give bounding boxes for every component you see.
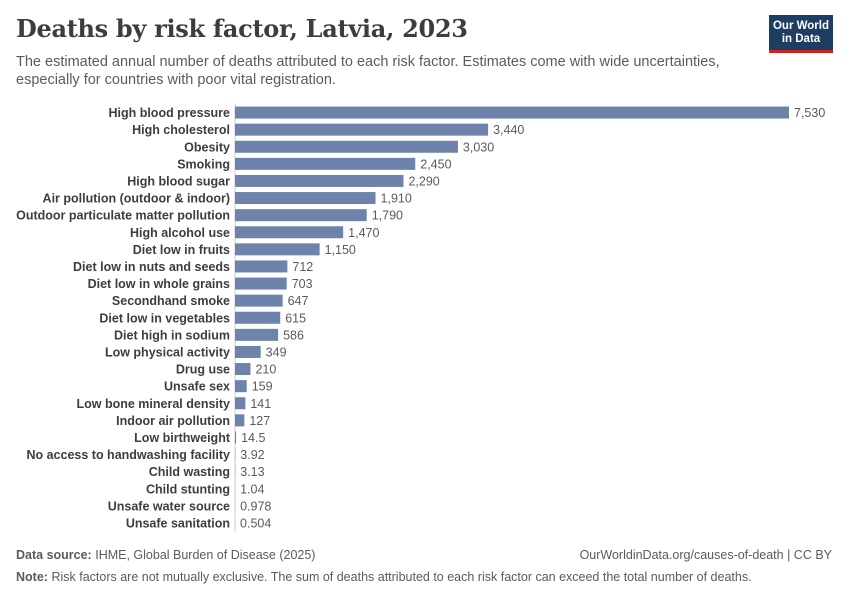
value-label: 0.504	[240, 516, 271, 530]
category-label: Low physical activity	[105, 345, 230, 359]
category-label: No access to handwashing facility	[26, 448, 230, 462]
bar[interactable]	[235, 157, 416, 170]
value-label: 1.04	[240, 482, 264, 496]
value-label: 1,470	[348, 226, 379, 240]
value-label: 3,440	[493, 123, 524, 137]
category-label: High cholesterol	[132, 123, 230, 137]
value-label: 127	[249, 414, 270, 428]
bar[interactable]	[235, 209, 367, 222]
value-label: 3.92	[240, 448, 264, 462]
value-label: 7,530	[794, 106, 825, 120]
category-label: Drug use	[176, 363, 230, 377]
bar[interactable]	[235, 192, 376, 205]
bar[interactable]	[235, 311, 281, 324]
category-label: High blood pressure	[108, 106, 230, 120]
value-label: 1,910	[381, 192, 412, 206]
chart-title: Deaths by risk factor, Latvia, 2023	[16, 14, 468, 43]
category-label: Outdoor particulate matter pollution	[16, 209, 230, 223]
value-label: 615	[285, 311, 306, 325]
data-source-label: Data source:	[16, 548, 92, 562]
bar[interactable]	[235, 431, 237, 444]
value-label: 3.13	[240, 465, 264, 479]
data-source: Data source: IHME, Global Burden of Dise…	[16, 548, 315, 562]
value-label: 141	[250, 397, 271, 411]
value-label: 703	[292, 277, 313, 291]
owid-logo[interactable]: Our World in Data	[769, 15, 833, 53]
value-label: 2,450	[420, 157, 451, 171]
value-label: 159	[252, 380, 273, 394]
value-label: 712	[292, 260, 313, 274]
note-text: Risk factors are not mutually exclusive.…	[51, 570, 752, 584]
value-label: 586	[283, 328, 304, 342]
bar[interactable]	[235, 345, 261, 358]
value-label: 0.978	[240, 499, 271, 513]
category-label: Child wasting	[149, 465, 230, 479]
chart-subtitle: The estimated annual number of deaths at…	[16, 54, 720, 88]
value-label: 1,790	[372, 209, 403, 223]
value-label: 647	[288, 294, 309, 308]
bar[interactable]	[235, 414, 245, 427]
bar[interactable]	[235, 123, 489, 136]
category-label: Low bone mineral density	[77, 397, 231, 411]
bar[interactable]	[235, 140, 458, 153]
bar[interactable]	[235, 260, 288, 273]
value-label: 3,030	[463, 140, 494, 154]
bar[interactable]	[235, 277, 287, 290]
bar[interactable]	[235, 397, 246, 410]
category-label: Air pollution (outdoor & indoor)	[43, 192, 230, 206]
bar[interactable]	[235, 294, 283, 307]
category-label: High alcohol use	[130, 226, 230, 240]
value-label: 2,290	[408, 174, 439, 188]
bar[interactable]	[235, 174, 404, 187]
data-source-text[interactable]: IHME, Global Burden of Disease (2025)	[95, 548, 316, 562]
category-label: Unsafe sanitation	[126, 516, 230, 530]
bar[interactable]	[235, 363, 251, 376]
category-label: Secondhand smoke	[112, 294, 230, 308]
logo-line-2: in Data	[781, 32, 821, 45]
credit-link[interactable]: OurWorldinData.org/causes-of-death | CC …	[579, 548, 832, 562]
category-label: Smoking	[177, 157, 230, 171]
category-label: High blood sugar	[127, 174, 230, 188]
chart-note: Note: Risk factors are not mutually excl…	[16, 570, 752, 584]
note-label: Note:	[16, 570, 48, 584]
bar[interactable]	[235, 226, 344, 239]
category-label: Diet low in fruits	[133, 243, 230, 257]
bar[interactable]	[235, 243, 320, 256]
category-label: Child stunting	[146, 482, 230, 496]
category-label: Unsafe sex	[164, 380, 230, 394]
logo-line-1: Our World	[772, 19, 829, 32]
category-label: Low birthweight	[134, 431, 231, 445]
value-label: 349	[266, 345, 287, 359]
value-label: 1,150	[325, 243, 356, 257]
value-label: 210	[255, 363, 276, 377]
category-label: Obesity	[184, 140, 230, 154]
bar[interactable]	[235, 380, 247, 393]
bar[interactable]	[235, 106, 789, 119]
category-label: Indoor air pollution	[116, 414, 230, 428]
bar[interactable]	[235, 328, 279, 341]
category-label: Unsafe water source	[108, 499, 230, 513]
category-label: Diet low in whole grains	[88, 277, 230, 291]
category-label: Diet low in vegetables	[99, 311, 230, 325]
value-label: 14.5	[241, 431, 265, 445]
category-label: Diet high in sodium	[114, 328, 230, 342]
category-label: Diet low in nuts and seeds	[73, 260, 230, 274]
